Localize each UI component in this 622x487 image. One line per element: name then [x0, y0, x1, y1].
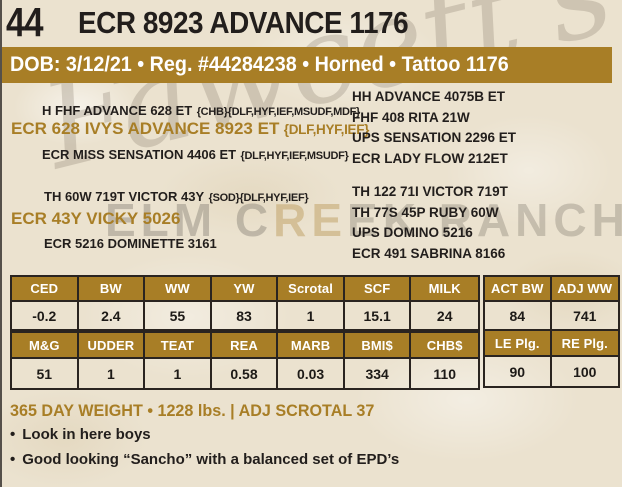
- sire-granddam-tags: {DLF,HYF,IEF,MSUDF}: [240, 150, 349, 162]
- epd-header-bmi: BMI$: [344, 333, 412, 359]
- epd-header-scf: SCF: [344, 277, 412, 302]
- bullet-icon: •: [10, 426, 16, 443]
- sire-name-tags: {DLF,HYF,IEF}: [283, 122, 370, 137]
- header-act-bw: ACT BW: [485, 277, 552, 302]
- dam-name-line: ECR 43Y VICKY 5026: [11, 209, 180, 229]
- ancestor-line: TH 122 71I VICTOR 719T: [352, 184, 508, 199]
- epd-value-scf: 15.1: [345, 302, 412, 329]
- epd-header-chb: CHB$: [411, 333, 478, 359]
- epd-header-milk: MILK: [411, 277, 478, 302]
- epd-value-udder: 1: [79, 359, 146, 388]
- value-adj-ww: 741: [573, 307, 597, 324]
- header-adj-ww: ADJ WW: [551, 277, 618, 302]
- dam-name: ECR 43Y VICKY 5026: [11, 209, 181, 228]
- epd-primary-table: CED BW WW YW Scrotal SCF MILK -0.2 2.4 5…: [10, 275, 480, 331]
- epd-header-ww: WW: [145, 277, 212, 302]
- ancestor-line: UPS DOMINO 5216: [352, 225, 473, 240]
- epd-value-teat: 1: [145, 359, 212, 388]
- epd-value-scrotal: 1: [278, 302, 345, 329]
- watermark-cre: RE: [273, 194, 348, 246]
- ancestor-line: ECR LADY FLOW 212ET: [352, 150, 508, 166]
- epd-header-marb: MARB: [278, 333, 345, 359]
- dam-grandsire-line: TH 60W 719T VICTOR 43Y {SOD}{DLF,HYF,IEF…: [44, 188, 309, 206]
- ancestor-line: ECR 491 SABRINA 8166: [352, 245, 506, 261]
- epd-value-rea: 0.58: [212, 359, 279, 388]
- epd-secondary-header-row: M&G UDDER TEAT REA MARB BMI$ CHB$: [12, 333, 478, 359]
- bullet-text: Good looking “Sancho” with a balanced se…: [22, 451, 400, 468]
- birth-value-row: 84 741: [485, 302, 618, 329]
- epd-header-ced: CED: [12, 277, 79, 302]
- epd-header-udder: UDDER: [78, 333, 146, 359]
- sire-grandsire-name: H FHF ADVANCE 628 ET: [42, 103, 193, 118]
- header-re-plg: RE Plg.: [551, 331, 618, 357]
- watermark-elm: ELM C: [105, 194, 274, 246]
- bull-title: ECR 8923 ADVANCE 1176: [78, 5, 409, 40]
- bullet-icon: •: [10, 451, 16, 468]
- epd-value-bmi: 334: [345, 359, 412, 388]
- sire-name: ECR 628 IVYS ADVANCE 8923 ET: [11, 119, 280, 138]
- epd-value-yw: 83: [212, 302, 279, 329]
- epd-primary-header-row: CED BW WW YW Scrotal SCF MILK: [12, 277, 478, 302]
- epd-secondary-value-row: 51 1 1 0.58 0.03 334 110: [12, 359, 478, 388]
- epd-value-milk: 24: [436, 307, 453, 324]
- epd-header-teat: TEAT: [145, 333, 212, 359]
- info-bar-text: DOB: 3/12/21 • Reg. #44284238 • Horned •…: [10, 53, 509, 76]
- ancestor-line: HH ADVANCE 4075B ET: [352, 89, 506, 104]
- sire-name-line: ECR 628 IVYS ADVANCE 8923 ET {DLF,HYF,IE…: [11, 119, 369, 139]
- pelvic-value-row: 90 100: [485, 357, 618, 386]
- epd-header-rea: REA: [211, 333, 279, 359]
- epd-value-bw: 2.4: [79, 302, 146, 329]
- epd-header-bw: BW: [78, 277, 146, 302]
- watermark-ek-ranch: EK RANCH: [347, 194, 622, 246]
- bullet-note: • Good looking “Sancho” with a balanced s…: [10, 451, 399, 468]
- value-le-plg: 90: [485, 357, 552, 386]
- sire-ancestor-list: HH ADVANCE 4075B ET FHF 408 RITA 21W UPS…: [352, 87, 516, 169]
- value-act-bw: 84: [485, 302, 552, 329]
- epd-value-ced: -0.2: [12, 302, 79, 329]
- dam-granddam-line: ECR 5216 DOMINETTE 3161: [44, 235, 217, 253]
- pelvic-table: LE Plg. RE Plg. 90 100: [483, 329, 620, 388]
- value-re-plg: 100: [573, 363, 597, 380]
- bullet-note: • Look in here boys: [10, 426, 151, 443]
- epd-primary-value-row: -0.2 2.4 55 83 1 15.1 24: [12, 302, 478, 329]
- sire-granddam-name: ECR MISS SENSATION 4406 ET: [42, 147, 237, 162]
- ancestor-line: FHF 408 RITA 21W: [352, 109, 470, 125]
- ancestor-line: TH 77S 45P RUBY 60W: [352, 204, 499, 220]
- epd-header-scrotal: Scrotal: [278, 277, 345, 302]
- epd-header-mg: M&G: [12, 333, 79, 359]
- dam-grandsire-tags: {SOD}{DLF,HYF,IEF}: [208, 192, 309, 204]
- epd-value-marb: 0.03: [278, 359, 345, 388]
- epd-value-mg: 51: [12, 359, 79, 388]
- epd-secondary-table: M&G UDDER TEAT REA MARB BMI$ CHB$ 51 1 1…: [10, 331, 480, 390]
- ancestor-line: UPS SENSATION 2296 ET: [352, 130, 517, 145]
- sire-grandsire-tags: {CHB}{DLF,HYF,IEF,MSUDF,MDF}: [196, 106, 361, 118]
- act-bw-adj-ww-table: ACT BW ADJ WW 84 741: [483, 275, 620, 331]
- epd-value-chb: 110: [433, 365, 456, 382]
- birth-header-row: ACT BW ADJ WW: [485, 277, 618, 302]
- ranch-name-watermark: ELM CREEK RANCH: [105, 193, 622, 247]
- epd-header-yw: YW: [211, 277, 279, 302]
- dam-grandsire-name: TH 60W 719T VICTOR 43Y: [44, 189, 205, 204]
- pelvic-header-row: LE Plg. RE Plg.: [485, 331, 618, 357]
- lot-number: 44: [6, 0, 43, 45]
- epd-value-ww: 55: [145, 302, 212, 329]
- sire-grandsire-line: H FHF ADVANCE 628 ET {CHB}{DLF,HYF,IEF,M…: [42, 102, 360, 120]
- bullet-text: Look in here boys: [22, 426, 151, 443]
- sire-granddam-line: ECR MISS SENSATION 4406 ET {DLF,HYF,IEF,…: [42, 146, 349, 164]
- info-bar: DOB: 3/12/21 • Reg. #44284238 • Horned •…: [2, 47, 612, 83]
- weight-line: 365 DAY WEIGHT • 1228 lbs. | ADJ SCROTAL…: [10, 401, 375, 420]
- dam-ancestor-list: TH 122 71I VICTOR 719T TH 77S 45P RUBY 6…: [352, 182, 508, 264]
- dam-granddam-name: ECR 5216 DOMINETTE 3161: [44, 236, 217, 251]
- header-le-plg: LE Plg.: [485, 331, 552, 357]
